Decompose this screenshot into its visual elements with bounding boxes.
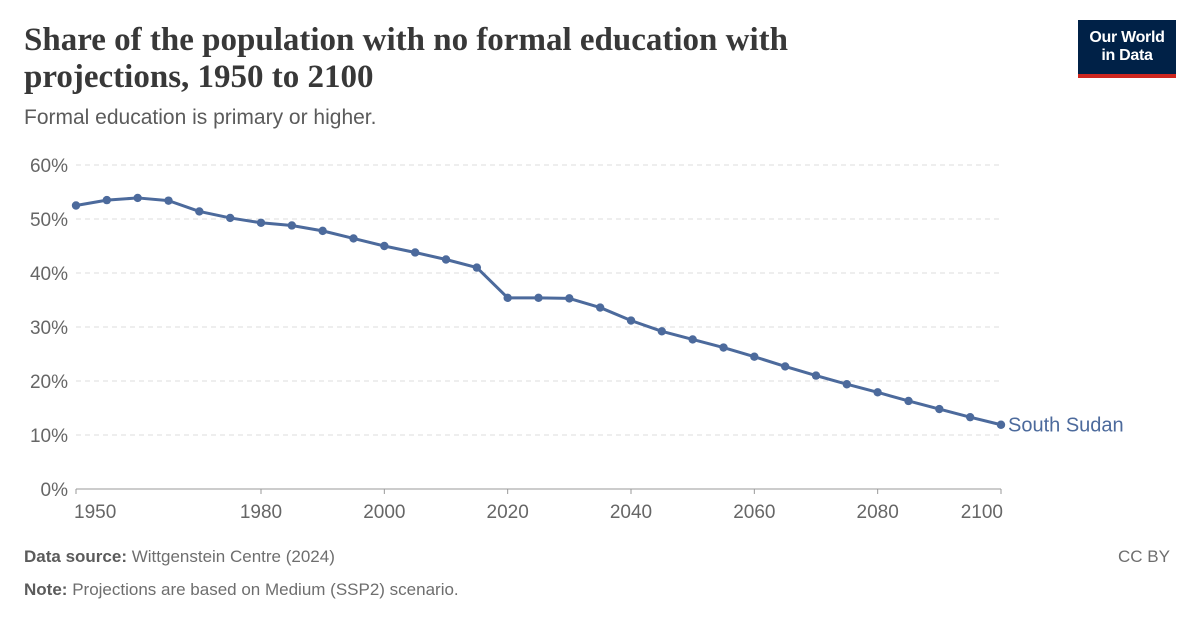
data-source: Data source: Wittgenstein Centre (2024) xyxy=(24,547,335,567)
data-point xyxy=(811,371,821,380)
data-point xyxy=(287,221,297,230)
data-point xyxy=(380,241,389,251)
data-point xyxy=(657,327,667,336)
y-tick-label: 10% xyxy=(30,426,68,447)
data-point xyxy=(195,207,204,216)
x-tick-label: 2000 xyxy=(363,502,405,523)
logo-line-2: in Data xyxy=(1101,47,1153,64)
data-point xyxy=(842,380,852,389)
data-point xyxy=(256,218,266,227)
chart-title: Share of the population with no formal e… xyxy=(24,22,788,95)
note-label: Note: xyxy=(24,580,68,599)
x-tick-label: 2060 xyxy=(733,502,775,523)
y-tick-label: 20% xyxy=(30,372,68,393)
data-point xyxy=(503,293,512,303)
data-point xyxy=(904,396,913,406)
data-point xyxy=(780,362,790,371)
data-point xyxy=(750,352,759,361)
data-point xyxy=(349,234,358,243)
series-group: South Sudan xyxy=(71,193,1124,437)
y-axis-ticks: 0% 10% 20% 30% 40% 50% 60% xyxy=(30,156,68,501)
y-tick-label: 40% xyxy=(30,264,68,285)
data-point xyxy=(164,196,173,205)
logo-line-1: Our World xyxy=(1089,29,1165,46)
data-point xyxy=(441,255,451,264)
our-world-in-data-logo[interactable]: Our World in Data xyxy=(1078,20,1176,78)
data-point xyxy=(102,195,112,205)
data-point xyxy=(225,213,235,223)
data-source-label: Data source: xyxy=(24,547,127,566)
y-tick-label: 0% xyxy=(41,480,69,501)
x-tick-label: 1980 xyxy=(240,502,282,523)
data-point xyxy=(472,263,482,272)
license-link[interactable]: CC BY xyxy=(1118,547,1170,566)
data-point xyxy=(410,248,420,257)
data-source-text[interactable]: Wittgenstein Centre (2024) xyxy=(131,547,335,566)
data-point xyxy=(71,201,81,210)
x-tick-label: 2020 xyxy=(487,502,529,523)
series-line xyxy=(75,196,1002,427)
data-point xyxy=(935,404,944,414)
chart-note: Note: Projections are based on Medium (S… xyxy=(24,580,459,600)
data-point xyxy=(318,226,327,236)
data-point xyxy=(534,293,543,303)
grid-lines xyxy=(76,164,1001,436)
x-axis: 1950 1980 2000 2020 2040 2060 2080 2100 xyxy=(74,488,1003,523)
x-tick-label: 2100 xyxy=(961,502,1003,523)
data-point xyxy=(965,412,975,422)
data-point xyxy=(873,388,882,397)
data-point xyxy=(719,343,728,352)
chart-subtitle: Formal education is primary or higher. xyxy=(24,106,377,129)
x-tick-label: 1950 xyxy=(74,502,116,523)
y-tick-label: 50% xyxy=(30,210,68,231)
data-point xyxy=(565,294,574,303)
note-text: Projections are based on Medium (SSP2) s… xyxy=(72,580,459,599)
x-tick-label: 2040 xyxy=(610,502,652,523)
series-label: South Sudan xyxy=(1008,415,1124,437)
data-point xyxy=(626,316,636,325)
data-point xyxy=(595,303,605,312)
y-tick-label: 60% xyxy=(30,156,68,177)
data-point xyxy=(996,420,1006,429)
data-point xyxy=(688,335,697,344)
data-point xyxy=(133,193,142,203)
y-tick-label: 30% xyxy=(30,318,68,339)
x-tick-label: 2080 xyxy=(857,502,899,523)
